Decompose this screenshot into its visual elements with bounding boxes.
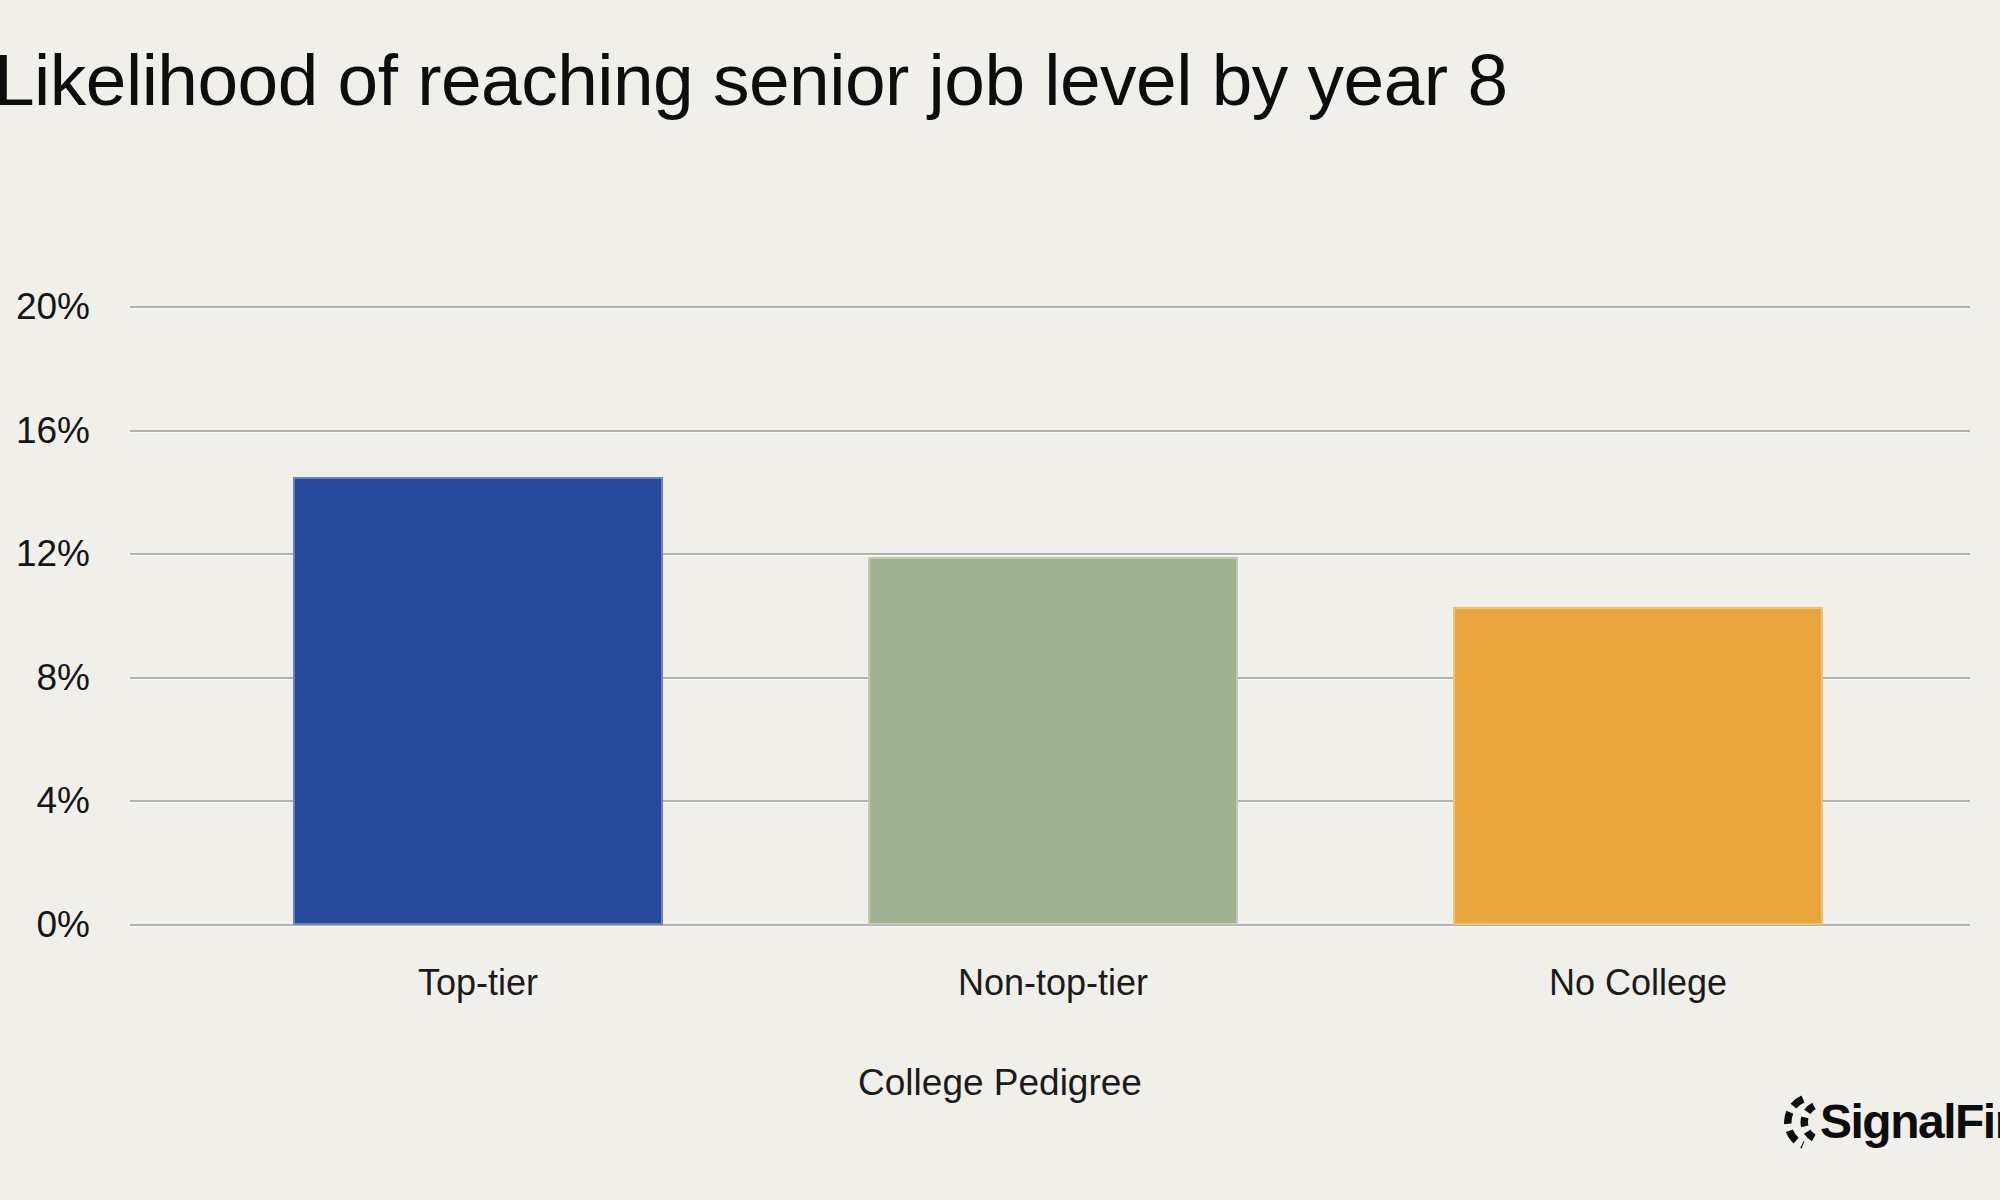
- chart-page: { "page": { "background": "#F0EFEA" }, "…: [0, 0, 2000, 1200]
- category-label: No College: [1428, 962, 1848, 1004]
- signalfire-arcs-icon: [1781, 1095, 1819, 1149]
- y-tick-label: 16%: [0, 409, 90, 453]
- y-tick-label: 12%: [0, 532, 90, 576]
- signalfire-logo-text: SignalFire: [1820, 1094, 2000, 1149]
- y-tick-label: 8%: [0, 656, 90, 700]
- gridline: [130, 430, 1970, 432]
- chart-title: Likelihood of reaching senior job level …: [0, 38, 1508, 121]
- y-tick-label: 4%: [0, 779, 90, 823]
- y-tick-label: 20%: [0, 285, 90, 329]
- gridline: [130, 306, 1970, 308]
- bar-no-college: [1453, 607, 1823, 925]
- x-axis-title: College Pedigree: [700, 1062, 1300, 1104]
- category-label: Non-top-tier: [843, 962, 1263, 1004]
- signalfire-logo: SignalFire: [1781, 1094, 2000, 1149]
- y-tick-label: 0%: [0, 903, 90, 947]
- plot-area: [130, 307, 1970, 925]
- bar-non-top-tier: [868, 557, 1238, 925]
- bar-top-tier: [293, 477, 663, 925]
- category-label: Top-tier: [268, 962, 688, 1004]
